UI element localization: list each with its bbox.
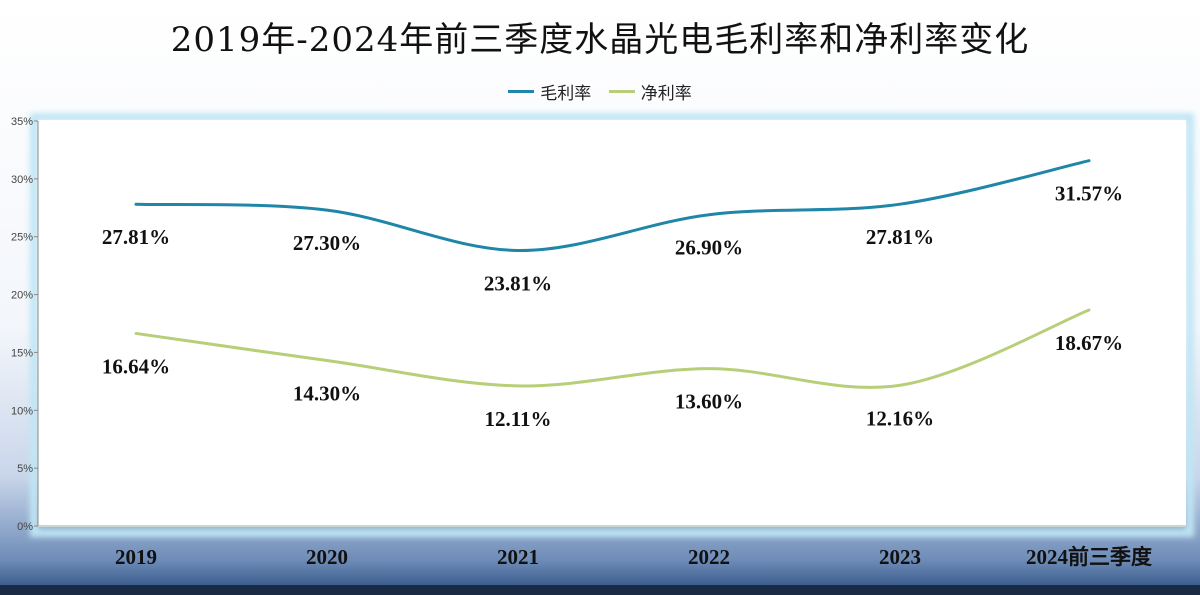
data-label-gross-margin: 26.90% [675,236,743,260]
data-label-net-margin: 14.30% [293,382,361,406]
data-label-gross-margin: 31.57% [1055,182,1123,206]
data-label-net-margin: 18.67% [1055,331,1123,355]
x-tick-label: 2023 [879,545,921,569]
x-tick-label: 2020 [306,545,348,569]
x-tick-label: 2024前三季度 [1026,545,1152,569]
y-axis: 0% 5% 10% 15% 20% 25% 30% 35% [11,116,39,533]
legend-swatch-gross-margin [508,90,535,93]
legend-item-gross-margin: 毛利率 [508,79,591,104]
y-tick-label: 25% [11,232,33,244]
plot-area-glow [30,113,1194,537]
series-line-gross-margin [134,159,1091,252]
data-label-net-margin: 16.64% [102,354,170,378]
chart-legend: 毛利率 净利率 [0,78,1200,104]
data-label-gross-margin: 27.30% [293,231,361,255]
y-tick-label: 35% [11,116,33,128]
data-label-net-margin: 12.16% [866,406,934,430]
data-label-gross-margin: 27.81% [866,225,934,249]
plot-area [38,120,1186,527]
series-lines [134,159,1091,389]
data-label-net-margin: 12.11% [484,407,551,431]
y-tick-label: 30% [11,174,33,186]
data-label-gross-margin: 27.81% [102,225,170,249]
series-line-net-margin [134,308,1091,389]
data-labels: 27.81% 27.30% 23.81% 26.90% 27.81% 31.57% 16.6… [102,182,1123,431]
legend-swatch-net-margin [608,90,635,93]
bottom-border [0,585,1200,595]
y-tick-label: 10% [11,405,33,417]
y-tick-label: 20% [11,290,33,302]
data-label-gross-margin: 23.81% [484,271,552,295]
x-tick-label: 2019 [115,545,157,569]
x-tick-label: 2022 [688,545,730,569]
x-tick-label: 2021 [497,545,539,569]
legend-item-net-margin: 净利率 [608,79,692,104]
y-tick-label: 5% [17,463,33,475]
y-tick-label: 15% [11,347,33,359]
legend-label-gross-margin: 毛利率 [540,84,592,104]
chart-title: 2019年-2024年前三季度水晶光电毛利率和净利率变化 [170,20,1030,60]
data-label-net-margin: 13.60% [675,390,743,414]
y-tick-label: 0% [17,521,33,533]
x-axis: 2019 2020 2021 2022 2023 2024前三季度 [38,525,1186,569]
legend-label-net-margin: 净利率 [640,84,692,104]
